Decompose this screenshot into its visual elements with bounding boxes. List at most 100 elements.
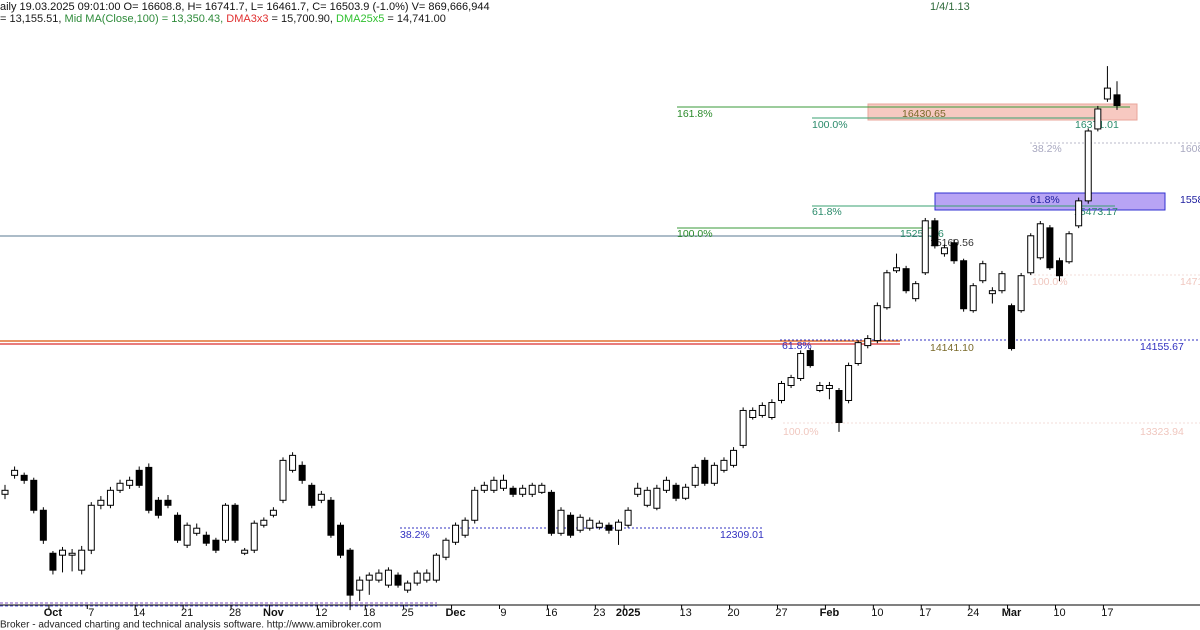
candle-body <box>931 220 939 247</box>
x-tick-label: 12 <box>315 607 327 619</box>
x-tick-label: 27 <box>775 607 787 619</box>
fib-label: 61.8% <box>812 206 842 218</box>
candle-body <box>835 390 843 423</box>
candle-body <box>1103 87 1111 100</box>
candle-body <box>308 484 316 506</box>
candle-body <box>768 402 776 418</box>
candle-body <box>873 305 881 342</box>
candle-body <box>615 521 623 531</box>
candle-body <box>691 466 699 486</box>
fib-label: 100.0% <box>677 228 713 240</box>
candle-body <box>854 342 862 365</box>
x-tick-label: 14 <box>133 607 145 619</box>
candle-body <box>969 285 977 312</box>
candle-body <box>106 489 114 506</box>
candle-body <box>365 574 373 581</box>
candle-body <box>250 522 258 551</box>
candle-body <box>289 454 297 471</box>
x-tick-label: 10 <box>871 607 883 619</box>
candle-body <box>423 572 431 581</box>
candle-body <box>921 220 929 274</box>
x-tick-label: Dec <box>445 607 465 619</box>
candle-body <box>595 522 603 528</box>
price-label: 14141.10 <box>930 342 974 354</box>
candle-body <box>20 474 28 481</box>
indicator-text: DMA25x5 <box>336 13 384 25</box>
x-tick-label: Nov <box>263 607 285 619</box>
candle-body <box>806 350 814 367</box>
candle-body <box>413 572 421 584</box>
candle-body <box>586 519 594 529</box>
x-tick-label: 18 <box>363 607 375 619</box>
x-tick-label: 24 <box>967 607 979 619</box>
candle-body <box>404 582 412 591</box>
candle-body <box>825 385 833 389</box>
candle-body <box>1055 260 1063 277</box>
candle-body <box>97 499 105 506</box>
candle-body <box>1 489 9 495</box>
candle-body <box>528 484 536 495</box>
fib-label: 61.8% <box>782 340 812 352</box>
candle-body <box>432 554 440 581</box>
candle-body <box>960 260 968 310</box>
x-tick-label: 2025 <box>616 607 640 619</box>
candle-body <box>174 514 182 541</box>
price-label: 13323.94 <box>1140 426 1184 438</box>
candle-body <box>758 404 766 416</box>
candles <box>1 66 1121 611</box>
indicator-text: = 13,155.51, <box>0 13 65 25</box>
candle-body <box>183 524 191 546</box>
price-label: 16430.65 <box>902 108 946 120</box>
candle-body <box>547 491 555 534</box>
candle-body <box>662 479 670 491</box>
x-tick-label: 10 <box>1053 607 1065 619</box>
candle-body <box>912 283 920 300</box>
price-label: 12309.01 <box>720 529 764 541</box>
footer: Broker - advanced charting and technical… <box>0 620 381 630</box>
candle-body <box>126 479 134 486</box>
candle-body <box>797 353 805 379</box>
candle-body <box>49 552 57 571</box>
zone <box>867 103 1138 121</box>
candle-body <box>193 527 201 534</box>
price-label: 1558 <box>1180 194 1200 206</box>
indicator-line: = 13,155.51, Mid MA(Close,100) = 13,350.… <box>0 13 446 25</box>
candle-body <box>221 504 229 541</box>
price-label: 1608 <box>1180 143 1200 155</box>
candle-body <box>730 449 738 466</box>
candle-body <box>893 267 901 272</box>
candle-body <box>1113 94 1121 107</box>
indicator-text: = 14,741.00 <box>384 13 445 25</box>
candle-body <box>68 552 76 556</box>
x-tick-label: 17 <box>1101 607 1113 619</box>
header-value: 1/4/1.13 <box>930 1 970 13</box>
candle-body <box>998 273 1006 292</box>
candle-body <box>576 516 584 531</box>
candle-body <box>979 263 987 282</box>
x-tick-label: 20 <box>727 607 739 619</box>
candle-body <box>701 459 709 484</box>
candle-body <box>11 469 19 476</box>
candle-body <box>135 469 143 486</box>
candle-body <box>442 539 450 558</box>
candle-body <box>39 509 47 541</box>
candle-body <box>787 377 795 387</box>
fib-label: 38.2% <box>400 529 430 541</box>
candle-body <box>231 504 239 541</box>
candle-body <box>739 409 747 446</box>
candle-body <box>260 519 268 526</box>
candle-body <box>298 464 306 481</box>
candle-body <box>499 479 507 489</box>
candle-body <box>346 549 354 596</box>
candle-body <box>78 549 86 571</box>
x-tick-label: 9 <box>500 607 506 619</box>
candle-body <box>624 509 632 526</box>
candle-body <box>269 509 277 516</box>
x-tick-label: Feb <box>820 607 840 619</box>
price-label: 15473.17 <box>1074 206 1118 218</box>
candle-body <box>710 464 718 484</box>
candle-body <box>845 365 853 401</box>
candle-body <box>145 466 153 511</box>
candle-body <box>1017 275 1025 312</box>
candle-body <box>1065 233 1073 263</box>
